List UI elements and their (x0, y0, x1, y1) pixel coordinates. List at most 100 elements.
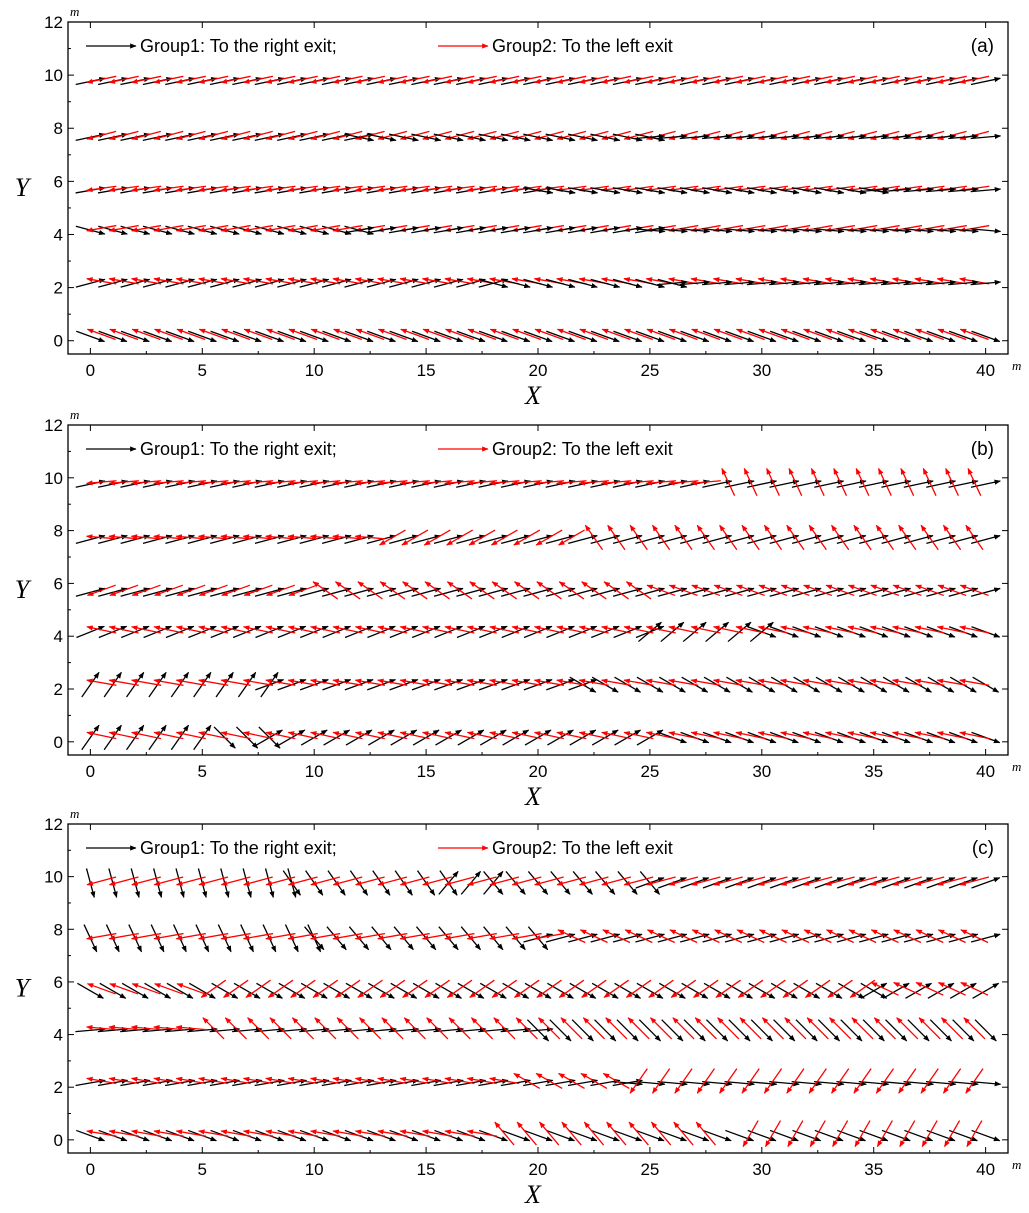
group2-arrow (963, 1017, 986, 1040)
group2-arrow (198, 584, 228, 597)
group2-arrow (625, 581, 652, 600)
group2-arrow (854, 1120, 871, 1148)
group1-arrow (837, 877, 867, 889)
group2-arrow (377, 731, 408, 740)
group2-arrow (851, 1017, 874, 1040)
group2-arrow (287, 731, 318, 740)
group2-arrow (86, 130, 117, 141)
group2-arrow (806, 1017, 829, 1040)
group1-arrow (523, 1129, 553, 1142)
group2-arrow (533, 678, 565, 686)
group2-arrow (673, 1121, 694, 1146)
group2-arrow (265, 1076, 296, 1085)
group1-arrow (657, 228, 688, 234)
group1-arrow (164, 1026, 196, 1033)
group1-arrow (681, 982, 709, 999)
group2-arrow (198, 277, 229, 285)
group2-arrow (357, 979, 383, 998)
group1-arrow (925, 133, 957, 140)
group1-arrow (344, 226, 375, 234)
x-tick-label: 35 (864, 361, 883, 380)
group1-arrow (411, 1026, 442, 1033)
group2-arrow (198, 75, 229, 84)
group1-arrow (635, 1129, 665, 1142)
group1-arrow (881, 330, 911, 343)
group2-arrow (516, 1121, 537, 1146)
group2-arrow (967, 467, 982, 496)
group2-arrow (558, 581, 585, 600)
group1-arrow (702, 133, 733, 140)
group2-arrow (921, 1120, 938, 1148)
group2-arrow (354, 75, 385, 84)
group2-arrow (824, 625, 855, 634)
group1-arrow (859, 534, 889, 545)
group2-arrow (875, 524, 895, 551)
group2-arrow (198, 1129, 229, 1137)
group1-arrow (948, 1129, 978, 1142)
group2-arrow (175, 1076, 206, 1085)
y-axis-title: Y (15, 575, 32, 604)
group2-arrow (242, 731, 274, 740)
group2-arrow (130, 1076, 162, 1085)
group1-arrow (858, 279, 890, 286)
group2-arrow (802, 678, 833, 686)
group1-arrow (366, 226, 397, 234)
group1-arrow (679, 279, 711, 286)
group2-arrow (108, 130, 139, 141)
y-tick-label: 12 (44, 416, 63, 435)
group1-arrow (455, 1026, 487, 1033)
group1-arrow (813, 133, 845, 140)
group2-arrow (536, 581, 562, 600)
group2-arrow (377, 1076, 408, 1085)
group2-arrow (130, 1129, 162, 1137)
group1-arrow (970, 133, 1002, 140)
x-tick-label: 5 (198, 361, 207, 380)
group2-arrow (468, 529, 496, 546)
group1-arrow (705, 1019, 729, 1042)
group2-arrow (86, 731, 117, 740)
group2-arrow (220, 1076, 251, 1085)
x-unit-label: m (1012, 358, 1021, 373)
group2-arrow (377, 185, 408, 193)
x-tick-label: 30 (752, 361, 771, 380)
group1-arrow (840, 1019, 863, 1042)
group2-arrow (421, 731, 453, 740)
group2-arrow (719, 524, 738, 551)
group1-arrow (769, 187, 800, 195)
group2-arrow (153, 1129, 184, 1137)
group2-arrow (466, 75, 497, 84)
group2-arrow (198, 678, 229, 686)
group2-arrow (332, 224, 363, 233)
group1-arrow (388, 226, 420, 234)
arrow-row (76, 1120, 1001, 1148)
group2-arrow (108, 75, 139, 84)
group1-arrow (952, 1019, 975, 1042)
group2-arrow (446, 581, 473, 600)
group2-arrow (741, 524, 760, 551)
group2-arrow (758, 328, 788, 341)
group2-arrow (784, 1017, 807, 1040)
group2-arrow (892, 328, 922, 341)
group2-arrow (914, 328, 944, 341)
group2-arrow (109, 328, 139, 341)
group2-arrow (444, 625, 475, 634)
group2-arrow (377, 277, 408, 285)
group1-arrow (388, 1026, 420, 1033)
group2-arrow (86, 1129, 117, 1137)
group2-arrow (153, 277, 184, 285)
group2-arrow (131, 625, 162, 634)
group2-arrow (399, 1129, 430, 1137)
group2-arrow (715, 979, 741, 998)
arrow-row (76, 328, 1001, 343)
group2-arrow (668, 625, 699, 634)
group2-arrow (739, 1017, 762, 1040)
y-tick-label: 0 (54, 1131, 63, 1150)
group2-arrow (153, 224, 184, 233)
group2-arrow (847, 584, 877, 597)
group2-arrow (466, 1076, 497, 1085)
group2-arrow (645, 678, 676, 686)
y-tick-label: 10 (44, 66, 63, 85)
group1-arrow (903, 228, 935, 234)
x-tick-label: 25 (640, 762, 659, 781)
group2-arrow (267, 979, 294, 998)
